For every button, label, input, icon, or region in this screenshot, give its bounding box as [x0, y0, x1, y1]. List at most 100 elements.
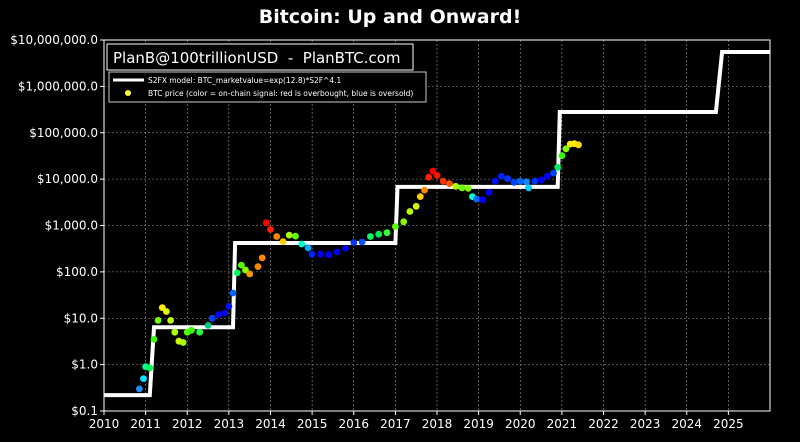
price-point — [429, 167, 437, 175]
price-point — [575, 141, 582, 149]
ticks-layer: $0.1 $1.0 $10.0 $100.0 $1,000.0 $10,000.0 $100… — [10, 33, 743, 431]
legend-swatch-price — [125, 90, 131, 96]
legend-label-model: S2FX model: BTC_marketvalue=exp(12.8)*S2… — [148, 76, 342, 85]
price-point — [308, 250, 316, 258]
model-line — [104, 50, 770, 398]
price-point — [273, 233, 281, 240]
price-point — [406, 208, 414, 215]
price-point — [208, 314, 216, 322]
price-point — [188, 326, 195, 334]
price-point — [537, 176, 545, 184]
price-point — [479, 196, 487, 204]
price-point — [543, 172, 551, 180]
price-point — [421, 186, 428, 194]
x-tick-label: 2024 — [671, 417, 702, 431]
x-tick-label: 2017 — [380, 417, 411, 431]
y-tick-label: $10.0 — [64, 311, 98, 325]
price-point — [523, 178, 530, 186]
price-point — [258, 254, 266, 262]
price-point — [246, 270, 254, 278]
price-point — [292, 232, 299, 240]
y-tick-label: $10,000,000.0 — [10, 33, 98, 47]
price-point — [412, 202, 420, 210]
annotation-frame — [106, 43, 414, 71]
price-point — [562, 145, 570, 153]
price-point — [491, 177, 499, 185]
annotation-box: PlanB@100trillionUSD - PlanBTC.com — [106, 43, 414, 71]
price-point — [498, 172, 505, 180]
plot-frame — [103, 39, 771, 412]
series-layer — [104, 50, 770, 398]
chart-title: Bitcoin: Up and Onward! — [259, 6, 522, 28]
price-point — [383, 229, 391, 237]
x-tick-label: 2015 — [297, 417, 328, 431]
price-point — [163, 308, 170, 315]
price-point — [279, 238, 287, 246]
price-point — [464, 185, 472, 192]
price-point — [458, 184, 466, 192]
y-tick-label: $100.0 — [56, 265, 98, 279]
price-point — [325, 251, 333, 259]
price-point — [358, 238, 366, 246]
price-point — [167, 317, 175, 324]
price-point — [367, 233, 374, 240]
price-point — [452, 182, 460, 190]
price-point — [400, 218, 408, 226]
price-point — [267, 226, 274, 233]
price-point — [196, 328, 204, 336]
price-point — [504, 175, 512, 183]
price-point — [140, 375, 147, 382]
price-point — [254, 263, 262, 270]
price-point — [298, 240, 306, 248]
price-point — [304, 244, 312, 252]
price-point — [238, 261, 245, 269]
price-point — [215, 311, 222, 318]
x-tick-label: 2014 — [255, 417, 286, 431]
price-point — [350, 239, 358, 246]
price-point — [392, 223, 399, 230]
x-tick-label: 2012 — [172, 417, 203, 431]
price-point — [333, 248, 341, 256]
x-tick-label: 2025 — [713, 417, 744, 431]
price-point — [446, 180, 453, 188]
price-point — [317, 250, 324, 258]
y-tick-label: $1,000,000.0 — [18, 79, 98, 93]
x-tick-label: 2019 — [463, 417, 494, 431]
price-point — [516, 177, 524, 185]
x-tick-label: 2013 — [214, 417, 245, 431]
price-point — [136, 385, 143, 393]
x-tick-label: 2016 — [338, 417, 369, 431]
y-tick-label: $0.1 — [71, 404, 98, 418]
x-tick-label: 2010 — [89, 417, 120, 431]
price-point — [171, 328, 179, 336]
price-point — [154, 317, 162, 324]
x-tick-label: 2023 — [630, 417, 661, 431]
price-point — [146, 364, 154, 372]
price-point — [375, 230, 383, 238]
x-tick-label: 2018 — [422, 417, 453, 431]
price-point — [233, 269, 241, 277]
price-point — [510, 179, 518, 186]
price-point — [225, 303, 233, 310]
legend-label-price: BTC price (color = on-chain signal: red … — [148, 89, 413, 98]
price-point — [150, 336, 158, 343]
x-tick-label: 2021 — [547, 417, 578, 431]
price-point — [433, 172, 441, 179]
price-point — [179, 339, 187, 346]
x-tick-label: 2020 — [505, 417, 536, 431]
x-tick-label: 2022 — [588, 417, 619, 431]
y-tick-label: $10,000.0 — [37, 172, 98, 186]
y-tick-label: $1,000.0 — [45, 219, 98, 233]
price-point — [525, 184, 532, 192]
price-point — [473, 195, 480, 203]
price-point — [342, 245, 349, 252]
price-point — [229, 289, 237, 297]
price-point — [221, 309, 229, 317]
annotation-text: PlanB@100trillionUSD - PlanBTC.com — [113, 49, 401, 67]
price-point — [416, 193, 424, 201]
x-tick-label: 2011 — [130, 417, 161, 431]
y-tick-label: $1.0 — [71, 358, 98, 372]
price-point — [439, 177, 447, 185]
price-point — [425, 173, 433, 181]
